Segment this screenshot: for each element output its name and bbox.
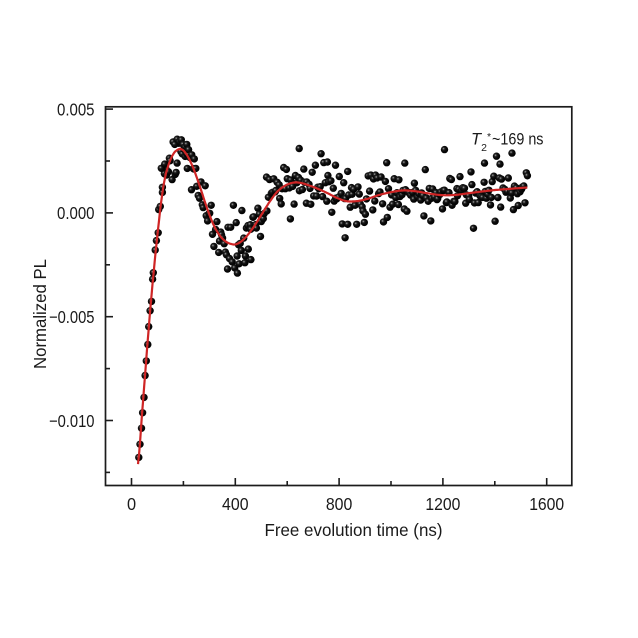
svg-text:800: 800	[326, 494, 353, 514]
svg-text:0.005: 0.005	[57, 99, 95, 119]
svg-text:−0.010: −0.010	[49, 411, 95, 431]
svg-text:Normalized PL: Normalized PL	[30, 259, 50, 369]
svg-text:0.000: 0.000	[57, 203, 95, 223]
svg-text:~169 ns: ~169 ns	[492, 130, 544, 148]
svg-text:1600: 1600	[529, 494, 564, 514]
svg-text:Free evolution time (ns): Free evolution time (ns)	[265, 520, 443, 540]
svg-text:1200: 1200	[425, 494, 460, 514]
svg-text:−0.005: −0.005	[49, 307, 95, 327]
svg-text:T2*: T2*	[471, 130, 491, 154]
svg-text:0: 0	[127, 494, 136, 514]
svg-text:400: 400	[222, 494, 249, 514]
